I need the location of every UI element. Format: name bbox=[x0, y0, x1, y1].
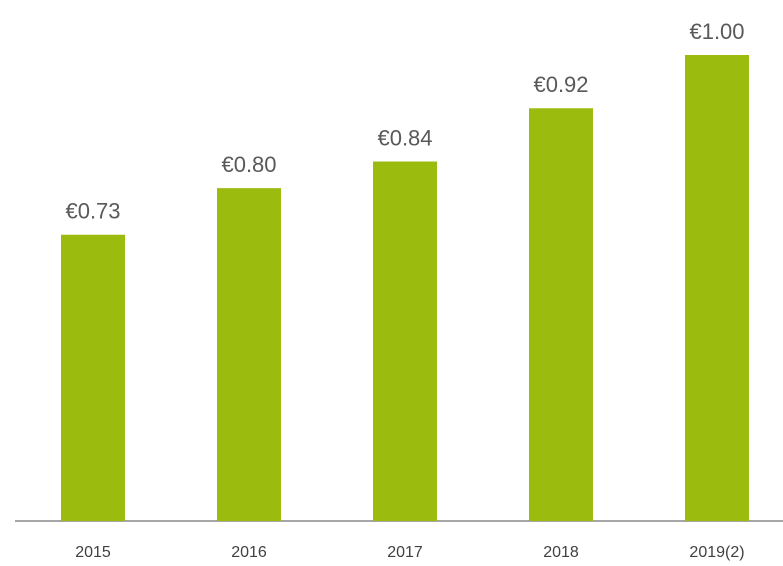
x-tick-label: 2017 bbox=[387, 544, 423, 561]
bar bbox=[373, 161, 437, 521]
data-label: €0.80 bbox=[221, 152, 276, 177]
data-label: €0.84 bbox=[377, 125, 432, 150]
bar bbox=[529, 108, 593, 521]
bar bbox=[217, 188, 281, 521]
x-tick-label: 2019(2) bbox=[689, 544, 744, 561]
bar bbox=[685, 55, 749, 521]
data-label: €0.73 bbox=[65, 199, 120, 224]
data-label: €0.92 bbox=[533, 72, 588, 97]
x-tick-label: 2018 bbox=[543, 544, 579, 561]
bar bbox=[61, 234, 125, 521]
x-tick-label: 2015 bbox=[75, 544, 111, 561]
data-label: €1.00 bbox=[689, 19, 744, 44]
x-tick-label: 2016 bbox=[231, 544, 267, 561]
